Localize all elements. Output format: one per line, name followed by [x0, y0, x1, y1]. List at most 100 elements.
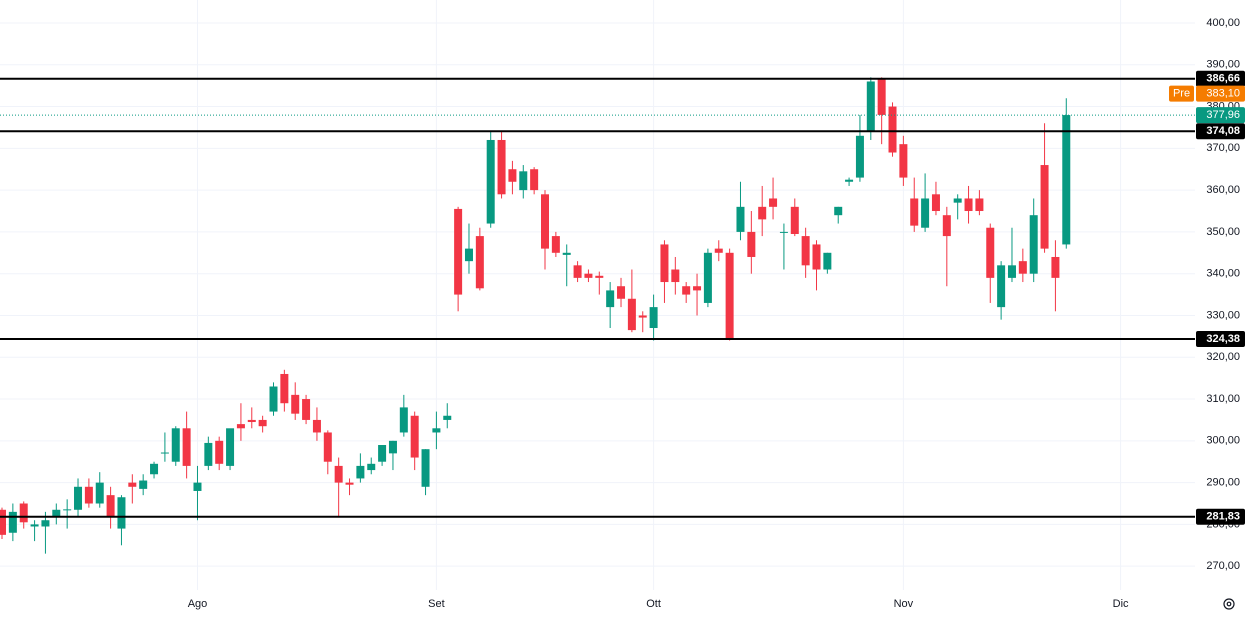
- candle-body: [638, 315, 647, 318]
- y-tick-label: 340,00: [1206, 268, 1240, 280]
- candle-body: [1040, 165, 1049, 249]
- y-tick-label: 320,00: [1206, 351, 1240, 363]
- price-label: 281,83: [1206, 511, 1240, 523]
- price-label-box: [1196, 330, 1245, 347]
- candle-body: [649, 307, 658, 329]
- pre-price-box: [1196, 85, 1245, 102]
- candle-body: [106, 495, 115, 517]
- candle-body: [997, 265, 1006, 308]
- candle-body: [139, 480, 148, 489]
- candle-body: [562, 252, 571, 255]
- candle-body: [1051, 256, 1060, 278]
- candle-body: [399, 407, 408, 433]
- candle-body: [247, 419, 256, 423]
- candle-body: [953, 198, 962, 203]
- y-tick-label: 300,00: [1206, 435, 1240, 447]
- candle-body: [747, 231, 756, 257]
- candle-body: [280, 373, 289, 404]
- candle-body: [942, 215, 951, 237]
- candle-body: [790, 206, 799, 234]
- y-tick-label: 290,00: [1206, 477, 1240, 489]
- candle-body: [204, 442, 213, 466]
- candle-body: [84, 486, 93, 504]
- candle-body: [302, 399, 311, 420]
- candle-body: [182, 428, 191, 466]
- candle-body: [725, 252, 734, 339]
- candle-body: [117, 497, 126, 529]
- candle-body: [866, 81, 875, 132]
- candle-body: [410, 415, 419, 458]
- gear-outline: [1223, 598, 1235, 610]
- candle-body: [236, 424, 245, 429]
- x-tick-label: Nov: [894, 598, 914, 610]
- candle-body: [823, 252, 832, 270]
- candle-body: [74, 486, 83, 510]
- candle-body: [388, 440, 397, 454]
- candle-body: [356, 465, 365, 479]
- last-price-label: 377,96: [1206, 109, 1240, 121]
- candle-body: [703, 252, 712, 303]
- candle-body: [378, 445, 387, 462]
- candle-body: [899, 144, 908, 178]
- y-tick-label: 360,00: [1206, 184, 1240, 196]
- candle-body: [975, 198, 984, 212]
- axis: 270,00280,00290,00300,00310,00320,00330,…: [188, 17, 1245, 610]
- candle-body: [910, 198, 919, 226]
- candle-body: [606, 290, 615, 308]
- candle-body: [334, 465, 343, 483]
- candle-body: [682, 286, 691, 295]
- candle-body: [323, 432, 332, 462]
- candle-body: [30, 524, 39, 527]
- candle-body: [443, 415, 452, 420]
- candle-body: [41, 520, 50, 527]
- y-tick-label: 270,00: [1206, 560, 1240, 572]
- gear-center: [1226, 601, 1232, 607]
- candle-body: [160, 452, 169, 454]
- candle-body: [812, 244, 821, 270]
- candle-body: [8, 511, 17, 533]
- candle-body: [475, 236, 484, 289]
- y-tick-label: 330,00: [1206, 309, 1240, 321]
- candle-body: [627, 298, 636, 331]
- candle-body: [877, 79, 886, 115]
- candle-body: [432, 428, 441, 433]
- candle-body: [421, 449, 430, 487]
- y-tick-label: 400,00: [1206, 17, 1240, 29]
- candle-body: [714, 248, 723, 253]
- candle-body: [541, 194, 549, 249]
- candle-body: [171, 428, 180, 462]
- settings-icon[interactable]: [1223, 598, 1235, 610]
- candle-body: [345, 482, 354, 485]
- pre-price-label: 383,10: [1206, 88, 1240, 100]
- candle-body: [551, 236, 560, 253]
- x-tick-label: Set: [428, 598, 445, 610]
- x-tick-label: Ago: [188, 598, 208, 610]
- candle-body: [1018, 261, 1027, 274]
- candle-body: [1007, 265, 1016, 278]
- candle-body: [617, 286, 626, 299]
- candle-body: [193, 482, 202, 491]
- candle-body: [128, 482, 137, 487]
- y-tick-label: 350,00: [1206, 226, 1240, 238]
- candle-body: [312, 419, 321, 433]
- candle-body: [758, 206, 767, 220]
- pre-tag-box: [1169, 85, 1194, 102]
- candle-body: [779, 231, 788, 233]
- candle-body: [464, 248, 473, 262]
- candle-body: [834, 206, 843, 216]
- candle-body: [530, 169, 539, 191]
- candle-body: [291, 394, 300, 414]
- candle-body: [486, 139, 495, 224]
- candle-body: [0, 509, 6, 535]
- price-label: 386,66: [1206, 73, 1240, 85]
- y-tick-label: 310,00: [1206, 393, 1240, 405]
- candle-body: [573, 265, 582, 278]
- candle-body: [671, 269, 680, 283]
- candle-body: [508, 169, 517, 182]
- candle-body: [226, 428, 235, 466]
- y-tick-label: 390,00: [1206, 59, 1240, 71]
- candle-body: [931, 194, 940, 212]
- candle-body: [986, 227, 995, 278]
